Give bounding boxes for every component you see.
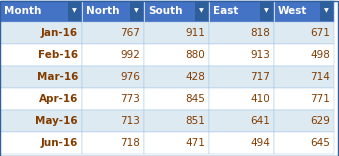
Text: 911: 911 [185, 28, 205, 38]
Bar [195, 1, 208, 21]
Text: May-16: May-16 [35, 116, 78, 126]
Text: Mar-16: Mar-16 [37, 72, 78, 82]
Bar [274, 22, 334, 44]
Text: 845: 845 [185, 94, 205, 104]
Text: ▼: ▼ [324, 8, 329, 14]
Bar [144, 132, 209, 154]
Bar [274, 110, 334, 132]
Text: 671: 671 [310, 28, 330, 38]
Bar [82, 132, 144, 154]
Text: 717: 717 [250, 72, 270, 82]
Text: 714: 714 [310, 72, 330, 82]
Bar [144, 0, 209, 22]
Text: 767: 767 [120, 28, 140, 38]
Text: 976: 976 [120, 72, 140, 82]
Bar [274, 88, 334, 110]
Bar [68, 1, 81, 21]
Bar [82, 44, 144, 66]
Bar [274, 44, 334, 66]
Bar [82, 88, 144, 110]
Text: 410: 410 [250, 94, 270, 104]
Text: 913: 913 [250, 50, 270, 60]
Bar [144, 110, 209, 132]
Text: North: North [86, 6, 120, 16]
Text: 629: 629 [310, 116, 330, 126]
Bar [209, 22, 274, 44]
Bar [0, 66, 82, 88]
Bar [144, 22, 209, 44]
Bar [82, 22, 144, 44]
Text: 471: 471 [185, 138, 205, 148]
Text: Feb-16: Feb-16 [38, 50, 78, 60]
Text: 718: 718 [120, 138, 140, 148]
Bar [320, 1, 333, 21]
Text: Jan-16: Jan-16 [41, 28, 78, 38]
Bar [144, 88, 209, 110]
Bar [82, 66, 144, 88]
Bar [0, 0, 82, 22]
Bar [209, 88, 274, 110]
Text: 645: 645 [310, 138, 330, 148]
Bar [130, 1, 143, 21]
Text: South: South [148, 6, 182, 16]
Text: 641: 641 [250, 116, 270, 126]
Bar [0, 132, 82, 154]
Text: 428: 428 [185, 72, 205, 82]
Bar [144, 66, 209, 88]
Text: 992: 992 [120, 50, 140, 60]
Bar [82, 110, 144, 132]
Bar [274, 66, 334, 88]
Text: 773: 773 [120, 94, 140, 104]
Bar [209, 110, 274, 132]
Text: 713: 713 [120, 116, 140, 126]
Bar [82, 0, 144, 22]
Bar [209, 66, 274, 88]
Text: Apr-16: Apr-16 [39, 94, 78, 104]
Bar [0, 88, 82, 110]
Bar [0, 44, 82, 66]
Text: 818: 818 [250, 28, 270, 38]
Bar [274, 0, 334, 22]
Bar [0, 110, 82, 132]
Bar [144, 44, 209, 66]
Text: 880: 880 [185, 50, 205, 60]
Text: Month: Month [4, 6, 41, 16]
Text: East: East [213, 6, 238, 16]
Text: 851: 851 [185, 116, 205, 126]
Text: ▼: ▼ [264, 8, 269, 14]
Text: West: West [278, 6, 307, 16]
Bar [260, 1, 273, 21]
Bar [209, 132, 274, 154]
Text: Jun-16: Jun-16 [41, 138, 78, 148]
Bar [209, 44, 274, 66]
Text: 771: 771 [310, 94, 330, 104]
Text: ▼: ▼ [72, 8, 77, 14]
Text: 494: 494 [250, 138, 270, 148]
Text: ▼: ▼ [199, 8, 204, 14]
Bar [274, 132, 334, 154]
Bar [0, 22, 82, 44]
Text: 498: 498 [310, 50, 330, 60]
Bar [209, 0, 274, 22]
Text: ▼: ▼ [134, 8, 139, 14]
